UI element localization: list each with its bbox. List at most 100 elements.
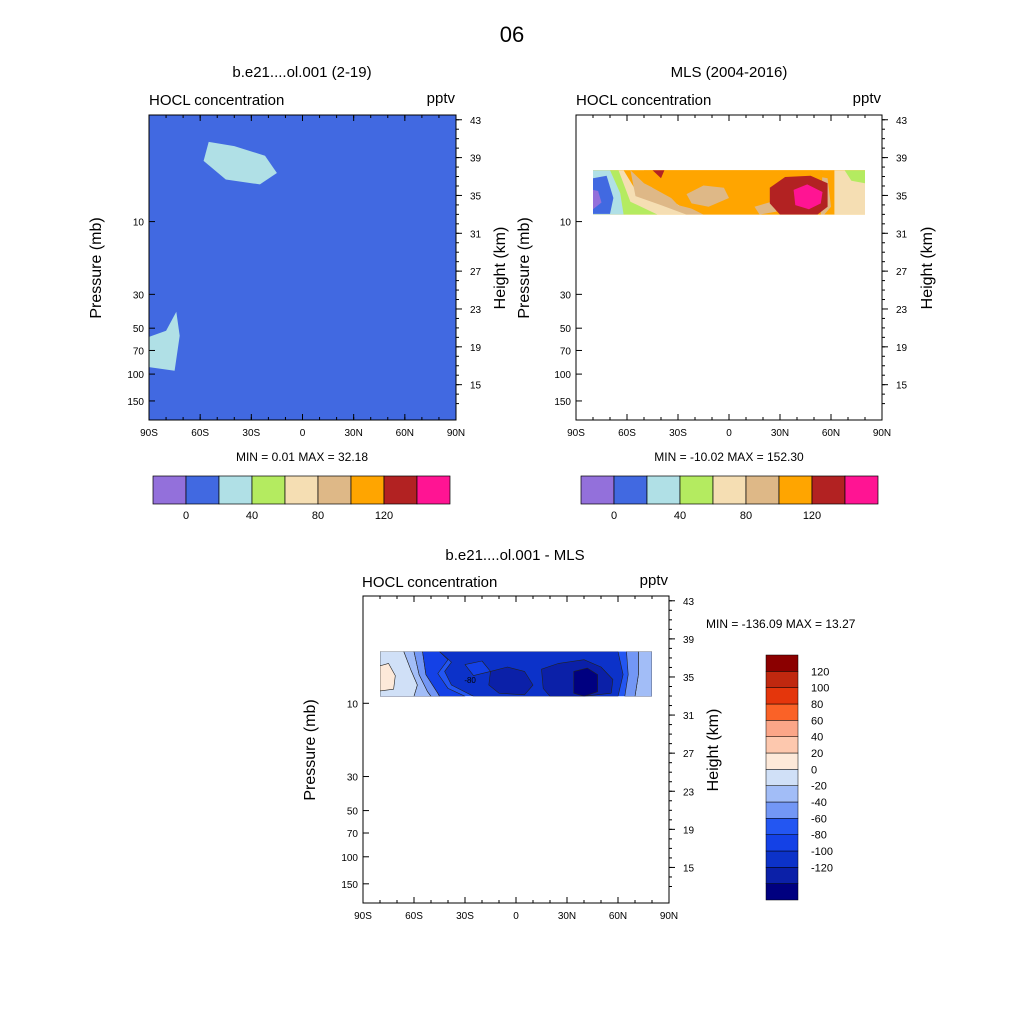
colorbar-swatch <box>765 867 799 884</box>
x-tick-label: 0 <box>513 911 519 922</box>
colorbar-label: 0 <box>811 764 817 776</box>
y-tick-label: 10 <box>133 218 145 229</box>
y2-tick-label: 19 <box>683 825 695 836</box>
colorbar-swatch <box>284 475 319 505</box>
plot-area: -80 90S 60S 30S 0 30N 60N 90N 10 30 50 70 100 150 43 39… <box>341 595 695 922</box>
y2-tick-label: 31 <box>470 229 482 240</box>
colorbar: 0 40 80 120 <box>152 475 451 522</box>
y2-tick-label: 43 <box>683 597 695 608</box>
colorbar-label: -20 <box>811 781 827 793</box>
colorbar-swatch <box>416 475 451 505</box>
y2-tick-label: 27 <box>683 749 695 760</box>
x-tick-label: 30N <box>344 428 362 439</box>
y-tick-label: 10 <box>347 699 359 710</box>
colorbar-swatch <box>613 475 648 505</box>
colorbar-label: 40 <box>674 510 686 522</box>
colorbar-swatch <box>765 752 799 770</box>
x-tick-label: 30S <box>242 428 260 439</box>
field-background <box>149 115 456 420</box>
y2-tick-label: 15 <box>896 381 908 392</box>
colorbar-swatch <box>712 475 747 505</box>
colorbar-swatch <box>646 475 681 505</box>
contour-region <box>652 170 665 179</box>
x-tick-label: 30N <box>771 428 789 439</box>
colorbar-label: 40 <box>246 510 258 522</box>
colorbar-swatch <box>765 785 799 803</box>
left-string: HOCL concentration <box>576 92 711 109</box>
colorbar-label: 80 <box>811 699 823 711</box>
contour-region <box>573 667 598 697</box>
y-tick-label: 70 <box>133 346 145 357</box>
colorbar-label: 120 <box>811 666 829 678</box>
colorbar-label: 0 <box>183 510 189 522</box>
y-tick-label: 150 <box>341 880 358 891</box>
colorbar-label: 80 <box>740 510 752 522</box>
y2-tick-label: 15 <box>683 863 695 874</box>
stats-label: MIN = -10.02 MAX = 152.30 <box>654 450 804 464</box>
colorbar-swatch <box>152 475 187 505</box>
colorbar-label: -40 <box>811 797 827 809</box>
x-tick-label: 30S <box>669 428 687 439</box>
x-tick-label: 0 <box>300 428 306 439</box>
contour-region <box>844 170 865 184</box>
panel-title: b.e21....ol.001 - MLS <box>445 547 584 564</box>
contour-region <box>488 666 534 696</box>
plot-area: 90S 60S 30S 0 30N 60N 90N 10 30 50 70 100 150 43 39 35 3… <box>127 114 482 439</box>
y-tick-label: 50 <box>347 807 359 818</box>
y-tick-label: 100 <box>554 370 571 381</box>
y-tick-label: 10 <box>560 218 572 229</box>
colorbar-swatch <box>251 475 286 505</box>
colorbar-label: -60 <box>811 813 827 825</box>
right-string: pptv <box>640 572 669 589</box>
contour-region <box>203 141 277 185</box>
colorbar-swatch <box>745 475 780 505</box>
contour-region <box>624 651 639 697</box>
x-tick-label: 60N <box>822 428 840 439</box>
colorbar: 120 100 80 60 40 20 0 -20 -40 -60 -80 -100 -120 <box>765 654 833 901</box>
y-tick-label: 70 <box>347 829 359 840</box>
x-tick-label: 0 <box>726 428 732 439</box>
x-tick-label: 90S <box>354 911 372 922</box>
colorbar-label: 120 <box>803 510 821 522</box>
y-tick-label: 100 <box>127 370 144 381</box>
colorbar-swatch <box>185 475 220 505</box>
colorbar-swatch <box>317 475 352 505</box>
panel-title: b.e21....ol.001 (2-19) <box>232 64 371 81</box>
right-string: pptv <box>853 90 882 107</box>
y2-tick-label: 27 <box>470 267 482 278</box>
y-tick-label: 100 <box>341 853 358 864</box>
colorbar-swatch <box>778 475 813 505</box>
y-axis-label: Pressure (mb) <box>516 217 533 318</box>
colorbar-swatch <box>580 475 615 505</box>
x-tick-label: 60N <box>396 428 414 439</box>
colorbar-label: -120 <box>811 862 833 874</box>
colorbar-swatch <box>765 687 799 705</box>
y2-tick-label: 35 <box>683 673 695 684</box>
colorbar-label: 40 <box>811 732 823 744</box>
colorbar-swatch <box>765 671 799 688</box>
y-axis-label: Pressure (mb) <box>302 699 319 800</box>
colorbar-swatch <box>765 883 799 901</box>
colorbar-label: 60 <box>811 715 823 727</box>
x-tick-label: 60S <box>191 428 209 439</box>
y-axis-label: Pressure (mb) <box>88 217 105 318</box>
x-tick-label: 60N <box>609 911 627 922</box>
y2-tick-label: 27 <box>896 267 908 278</box>
colorbar-label: 100 <box>811 683 829 695</box>
y2-axis-label: Height (km) <box>705 709 722 792</box>
x-tick-label: 90S <box>140 428 158 439</box>
panel-difference: b.e21....ol.001 - MLS HOCL concentration… <box>302 547 856 922</box>
y-tick-label: 50 <box>133 324 145 335</box>
right-string: pptv <box>427 90 456 107</box>
colorbar-swatch <box>765 834 799 852</box>
y2-tick-label: 35 <box>470 191 482 202</box>
y2-tick-label: 39 <box>683 635 695 646</box>
y2-tick-label: 35 <box>896 191 908 202</box>
y2-tick-label: 19 <box>470 343 482 354</box>
colorbar-swatch <box>765 654 799 672</box>
contour-region <box>793 184 823 210</box>
y2-tick-label: 31 <box>683 711 695 722</box>
y-tick-label: 30 <box>133 290 145 301</box>
colorbar-swatch <box>765 769 799 786</box>
colorbar-label: -100 <box>811 846 833 858</box>
